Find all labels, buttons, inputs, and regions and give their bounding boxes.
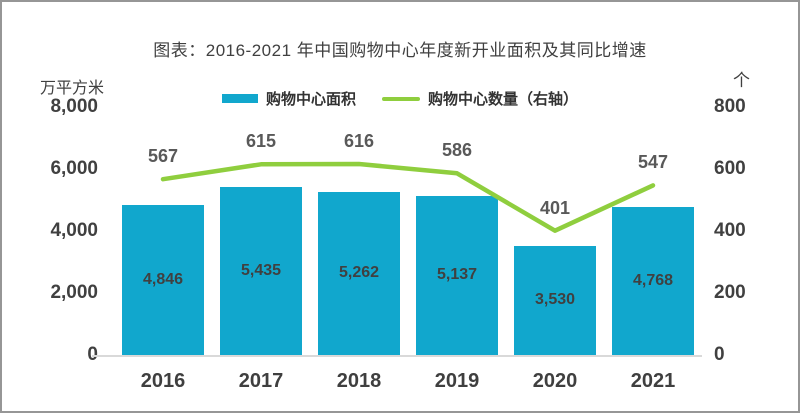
x-axis-label-2019: 2019 bbox=[434, 370, 480, 392]
x-axis-label-2017: 2017 bbox=[238, 370, 284, 392]
bar-2017: 5,435 bbox=[220, 186, 302, 355]
x-axis-line bbox=[92, 355, 702, 357]
line-series-svg bbox=[160, 161, 656, 233]
bar-value-label: 4,768 bbox=[632, 272, 674, 290]
legend-area-label: 购物中心面积 bbox=[265, 91, 356, 108]
x-axis-label-2016: 2016 bbox=[140, 370, 186, 392]
left-axis-tick-label: 0 bbox=[26, 344, 98, 366]
right-axis-tick-label: 200 bbox=[714, 282, 746, 303]
right-axis-tick-label: 400 bbox=[714, 220, 746, 241]
chart-title: 图表：2016-2021 年中国购物中心年度新开业面积及其同比增速 bbox=[153, 41, 647, 60]
bar-slot: 5,262 bbox=[310, 107, 408, 355]
bar-slot: 5,435 bbox=[212, 107, 310, 355]
right-axis-tick-label: 0 bbox=[714, 344, 725, 365]
bar-2021: 4,768 bbox=[612, 207, 694, 355]
bar-2019: 5,137 bbox=[416, 195, 498, 355]
bar-slot: 3,530 bbox=[506, 107, 604, 355]
legend-count-label: 购物中心数量（右轴） bbox=[428, 91, 579, 108]
line-series-swatch-icon bbox=[382, 96, 420, 101]
bar-slot: 4,768 bbox=[604, 107, 702, 355]
legend: 购物中心面积 购物中心数量（右轴） bbox=[2, 88, 798, 109]
bar-slot: 4,846 bbox=[114, 107, 212, 355]
bar-value-label: 5,137 bbox=[436, 266, 478, 284]
left-axis-tick-label: 4,000 bbox=[50, 220, 98, 241]
x-axis-label-2021: 2021 bbox=[630, 370, 676, 392]
bar-value-label: 5,435 bbox=[240, 261, 282, 279]
bar-value-label: 5,262 bbox=[338, 264, 380, 282]
bar-value-label: 4,846 bbox=[142, 270, 184, 288]
x-axis-label-2018: 2018 bbox=[336, 370, 382, 392]
line-series-path bbox=[160, 161, 656, 233]
left-axis-unit-label: 万平方米 bbox=[40, 80, 105, 97]
left-axis-tick-label: 2,000 bbox=[50, 282, 98, 303]
legend-item-count: 购物中心数量（右轴） bbox=[382, 88, 578, 109]
bar-slot: 5,137 bbox=[408, 107, 506, 355]
bar-2016: 4,846 bbox=[122, 204, 204, 355]
x-axis-label-2020: 2020 bbox=[532, 370, 578, 392]
bar-2018: 5,262 bbox=[318, 191, 400, 355]
right-axis-tick-label: 600 bbox=[714, 158, 746, 179]
right-axis-unit-label: 个 bbox=[733, 71, 750, 90]
bars-container: 4,846 5,435 5,262 5,137 3,530 4,768 bbox=[114, 107, 702, 355]
bar-series-swatch-icon bbox=[221, 94, 258, 103]
legend-item-area: 购物中心面积 bbox=[221, 88, 356, 109]
left-axis-tick-label: 6,000 bbox=[50, 158, 98, 179]
bar-2020: 3,530 bbox=[514, 245, 596, 355]
bar-value-label: 3,530 bbox=[534, 291, 576, 309]
x-axis-labels: 2016 2017 2018 2019 2020 2021 bbox=[114, 370, 702, 396]
